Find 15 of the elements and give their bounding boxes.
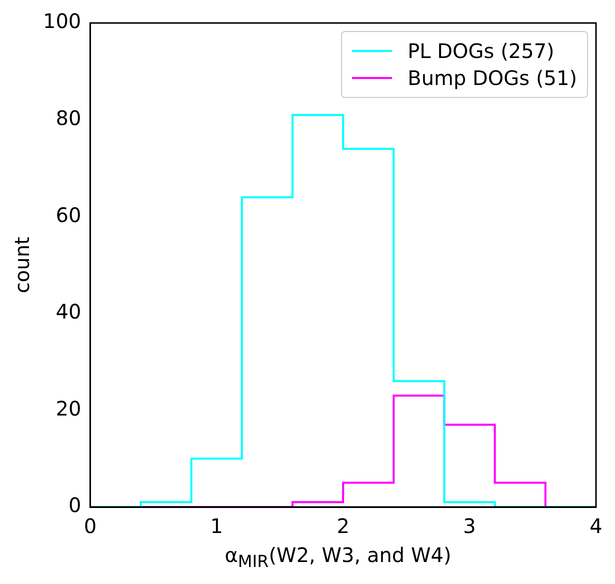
y-tick-label: 40 — [56, 300, 82, 324]
x-tick-label: 1 — [210, 514, 223, 538]
x-tick-label: 0 — [84, 514, 97, 538]
x-axis-title: α$_{MIR}$(W2, W3, and W4) — [224, 543, 452, 571]
y-axis-title: count — [10, 236, 34, 294]
legend-label: Bump DOGs (51) — [408, 66, 577, 90]
y-tick-label: 20 — [56, 396, 82, 420]
legend-label: PL DOGs (257) — [408, 39, 554, 63]
x-tick-label: 4 — [590, 514, 602, 538]
x-tick-label: 2 — [336, 514, 350, 538]
y-tick-label: 60 — [56, 202, 82, 227]
y-tick-label: 80 — [56, 106, 82, 130]
y-tick-label: 100 — [42, 9, 82, 34]
x-tick-label: 3 — [463, 514, 476, 538]
y-tick-label: 0 — [68, 493, 82, 518]
